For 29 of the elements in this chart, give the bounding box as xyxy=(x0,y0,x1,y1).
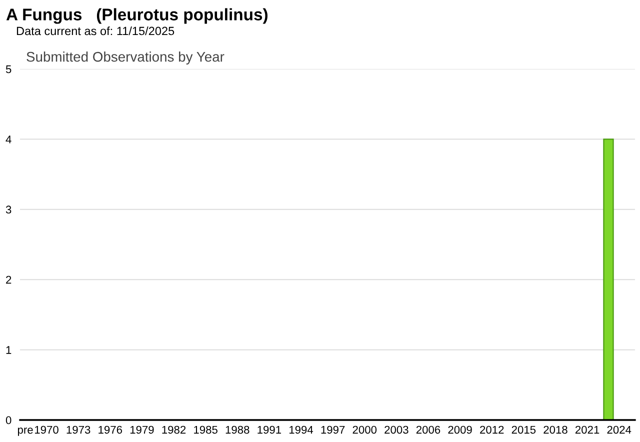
x-tick-label: 2018 xyxy=(544,426,568,434)
x-tick-label: 1979 xyxy=(130,426,154,434)
x-tick-label: 2009 xyxy=(448,426,472,434)
x-tick-label: 2012 xyxy=(480,426,504,434)
y-tick-label: 1 xyxy=(6,346,12,354)
y-tick-label: 4 xyxy=(6,136,12,144)
x-tick-label: 2000 xyxy=(352,426,377,434)
x-tick-label: 1997 xyxy=(321,426,345,434)
chart-title: A Fungus (Pleurotus populinus) xyxy=(6,8,268,24)
x-tick-label: 2006 xyxy=(416,426,440,434)
x-tick-label: 2015 xyxy=(512,426,536,434)
x-tick-label: 1991 xyxy=(258,426,281,434)
y-tick-label: 3 xyxy=(6,206,12,214)
y-tick-label: 0 xyxy=(6,416,12,424)
x-tick-label: 1976 xyxy=(98,426,122,434)
x-tick-label: 1988 xyxy=(226,426,250,434)
x-tick-label: 2021 xyxy=(575,426,600,434)
y-tick-label: 5 xyxy=(6,65,12,74)
chart-subtitle: Data current as of: 11/15/2025 xyxy=(16,26,174,36)
text: Submitted Observations by Year xyxy=(26,52,224,64)
x-tick-label: 2003 xyxy=(384,426,408,434)
x-tick-label: 1994 xyxy=(289,426,314,434)
x-tick-label: 1973 xyxy=(66,426,90,434)
x-tick-label: 1970 xyxy=(35,426,58,434)
x-tick-label: pre xyxy=(18,428,33,436)
x-tick-label: 2024 xyxy=(607,426,632,434)
x-tick-label: 1985 xyxy=(194,426,218,434)
x-tick-label: 1982 xyxy=(162,426,186,434)
y-tick-label: 2 xyxy=(6,276,12,284)
